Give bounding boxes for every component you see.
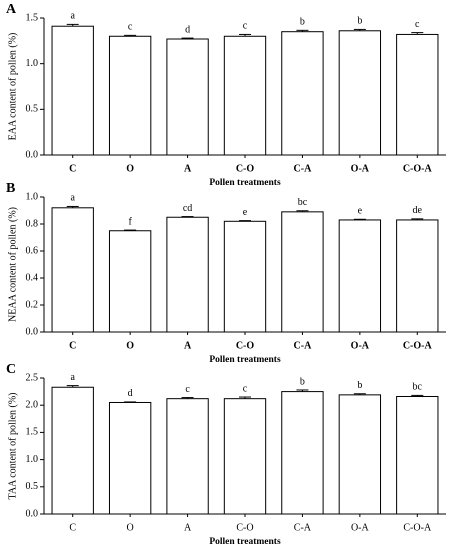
x-tick-label: O-A bbox=[351, 340, 370, 351]
significance-letter: c bbox=[415, 19, 420, 30]
x-tick-label: C bbox=[69, 340, 76, 351]
x-tick-label: C-A bbox=[294, 163, 313, 174]
significance-letter: c bbox=[243, 21, 248, 32]
y-tick-label: 1.5 bbox=[26, 12, 39, 23]
y-tick-label: 0.5 bbox=[26, 481, 39, 492]
y-tick-label: 2.5 bbox=[26, 372, 39, 383]
bar bbox=[166, 216, 209, 333]
x-tick-label: C bbox=[69, 163, 76, 174]
x-axis-label: Pollen treatments bbox=[209, 537, 281, 547]
y-tick-label: 0.5 bbox=[26, 104, 39, 115]
y-axis-label: TAA content of pollen (%) bbox=[7, 393, 18, 500]
y-tick-label: 0.2 bbox=[26, 299, 39, 310]
significance-letter: e bbox=[243, 207, 248, 218]
significance-letter: cd bbox=[183, 203, 192, 214]
x-tick-label: C-A bbox=[294, 522, 312, 533]
y-tick-label: 2.0 bbox=[26, 399, 39, 410]
bar bbox=[338, 219, 382, 333]
y-tick-label: 1.0 bbox=[26, 58, 39, 69]
bar bbox=[51, 386, 94, 515]
significance-letter: d bbox=[128, 388, 133, 399]
bar bbox=[338, 30, 382, 156]
x-tick-label: C-O-A bbox=[403, 340, 433, 351]
significance-letter: f bbox=[128, 216, 132, 227]
x-tick-label: A bbox=[184, 340, 192, 351]
significance-letter: a bbox=[70, 372, 75, 383]
y-tick-label: 0.0 bbox=[26, 508, 39, 519]
significance-letter: b bbox=[300, 17, 305, 28]
y-tick-label: 1.0 bbox=[26, 454, 39, 465]
x-tick-label: A bbox=[184, 163, 192, 174]
y-axis-label: NEAA content of pollen (%) bbox=[7, 207, 18, 322]
significance-letter: b bbox=[300, 376, 305, 387]
significance-letter: b bbox=[357, 380, 362, 391]
y-axis-label: EAA content of pollen (%) bbox=[7, 33, 18, 141]
x-tick-label: C-A bbox=[294, 340, 313, 351]
significance-letter: c bbox=[185, 384, 190, 395]
x-tick-label: O bbox=[127, 522, 134, 533]
x-tick-label: C-O bbox=[236, 522, 253, 533]
x-tick-label: O-A bbox=[351, 163, 370, 174]
significance-letter: bc bbox=[413, 382, 423, 393]
x-axis-label: Pollen treatments bbox=[209, 355, 281, 365]
x-tick-label: C-O bbox=[236, 163, 255, 174]
significance-letter: de bbox=[413, 205, 423, 216]
panel-label: B bbox=[6, 181, 15, 196]
bar bbox=[166, 398, 209, 515]
bar bbox=[108, 230, 152, 333]
bar bbox=[223, 35, 267, 156]
bar bbox=[51, 207, 94, 333]
bar bbox=[396, 219, 439, 333]
bar bbox=[281, 211, 324, 333]
bar bbox=[281, 31, 324, 156]
bar bbox=[281, 391, 324, 515]
y-tick-label: 0.0 bbox=[26, 326, 39, 337]
bar bbox=[166, 38, 209, 156]
x-tick-label: C bbox=[69, 522, 76, 533]
bar bbox=[223, 398, 267, 515]
y-tick-label: 0.0 bbox=[26, 149, 39, 160]
bar bbox=[108, 35, 152, 156]
bar bbox=[338, 394, 382, 515]
significance-letter: a bbox=[70, 193, 75, 204]
x-tick-label: O-A bbox=[351, 522, 370, 533]
y-tick-label: 0.4 bbox=[26, 272, 39, 283]
x-tick-label: C-O bbox=[236, 340, 255, 351]
significance-letter: c bbox=[243, 383, 248, 394]
bar bbox=[396, 33, 439, 156]
significance-letter: b bbox=[357, 16, 362, 27]
panel-label: A bbox=[6, 2, 17, 17]
y-tick-label: 0.6 bbox=[26, 245, 39, 256]
x-axis-label: Pollen treatments bbox=[209, 178, 281, 188]
bar bbox=[108, 401, 152, 515]
significance-letter: a bbox=[70, 11, 75, 22]
panel-label: C bbox=[6, 362, 16, 377]
y-tick-label: 0.8 bbox=[26, 218, 39, 229]
x-tick-label: O bbox=[126, 340, 134, 351]
x-tick-label: O bbox=[126, 163, 134, 174]
x-tick-label: C-O-A bbox=[403, 163, 433, 174]
x-tick-label: C-O-A bbox=[403, 522, 432, 533]
significance-letter: bc bbox=[298, 197, 308, 208]
y-tick-label: 1.0 bbox=[26, 191, 39, 202]
y-tick-label: 1.5 bbox=[26, 427, 39, 438]
x-tick-label: A bbox=[184, 522, 192, 533]
bar bbox=[396, 395, 439, 515]
significance-letter: c bbox=[128, 22, 133, 33]
significance-letter: e bbox=[358, 206, 363, 217]
bar bbox=[51, 25, 94, 156]
bar bbox=[223, 220, 267, 333]
significance-letter: d bbox=[185, 24, 190, 35]
